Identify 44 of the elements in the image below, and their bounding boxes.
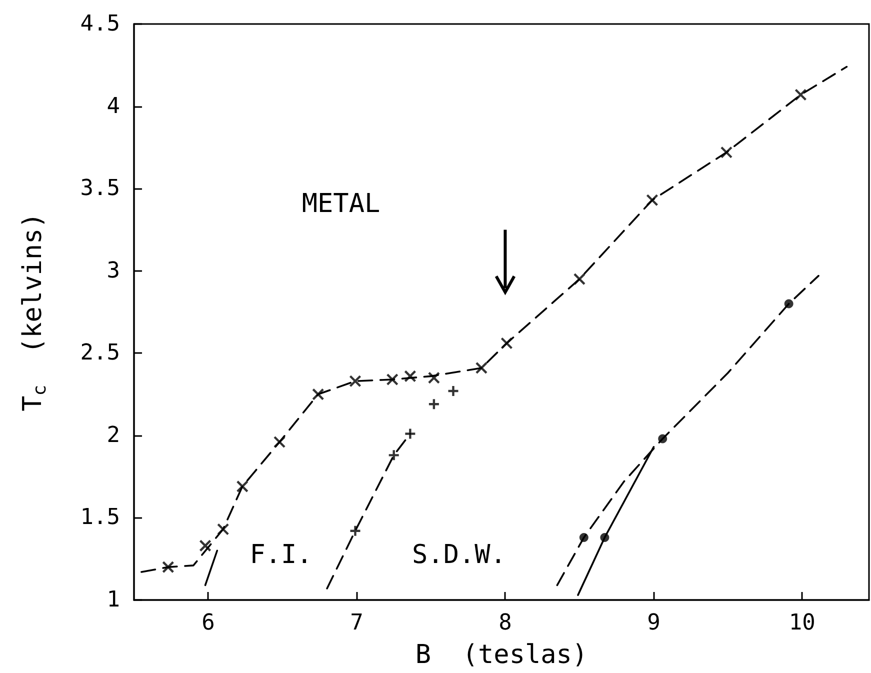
point xyxy=(794,88,807,101)
point xyxy=(428,398,440,410)
x-tick-label: 8 xyxy=(498,610,512,636)
point xyxy=(273,436,286,448)
point xyxy=(349,375,362,388)
x-tick-label: 7 xyxy=(350,610,364,636)
x-tick-label: 10 xyxy=(788,610,816,636)
point xyxy=(428,372,440,384)
text: Tc (kelvins) xyxy=(18,212,50,412)
point xyxy=(500,337,513,350)
point xyxy=(404,428,416,440)
point xyxy=(199,540,212,552)
y-tick-label: 2 xyxy=(106,422,120,448)
y-tick-label: 4 xyxy=(106,94,120,119)
point xyxy=(573,272,586,286)
point xyxy=(349,524,362,537)
y-tick-label: 3 xyxy=(106,258,120,284)
point xyxy=(646,194,658,206)
x-axis-title: B (teslas) xyxy=(415,640,588,670)
point xyxy=(658,434,668,444)
y-tick-label: 1.5 xyxy=(80,505,120,530)
annotation: S.D.W. xyxy=(412,540,506,570)
annotation: METAL xyxy=(302,189,380,219)
y-tick-label: 4.5 xyxy=(80,12,120,36)
y-tick-label: 1 xyxy=(106,588,120,612)
point xyxy=(162,560,174,574)
x-tick-label: 9 xyxy=(647,610,660,636)
point xyxy=(388,449,400,462)
y-tick-label: 3.5 xyxy=(80,176,120,202)
point xyxy=(720,146,733,158)
point xyxy=(475,362,488,374)
y-tick-label: 2.5 xyxy=(80,340,120,366)
line-series xyxy=(140,66,848,574)
point xyxy=(236,480,248,493)
point xyxy=(386,373,398,386)
annotation: F.I. xyxy=(250,540,312,570)
point xyxy=(600,532,610,542)
x-tick-label: 6 xyxy=(202,610,215,636)
point xyxy=(312,388,324,400)
point xyxy=(404,370,416,382)
point xyxy=(579,532,588,542)
point xyxy=(447,384,460,398)
point xyxy=(216,523,230,536)
point xyxy=(784,299,794,308)
